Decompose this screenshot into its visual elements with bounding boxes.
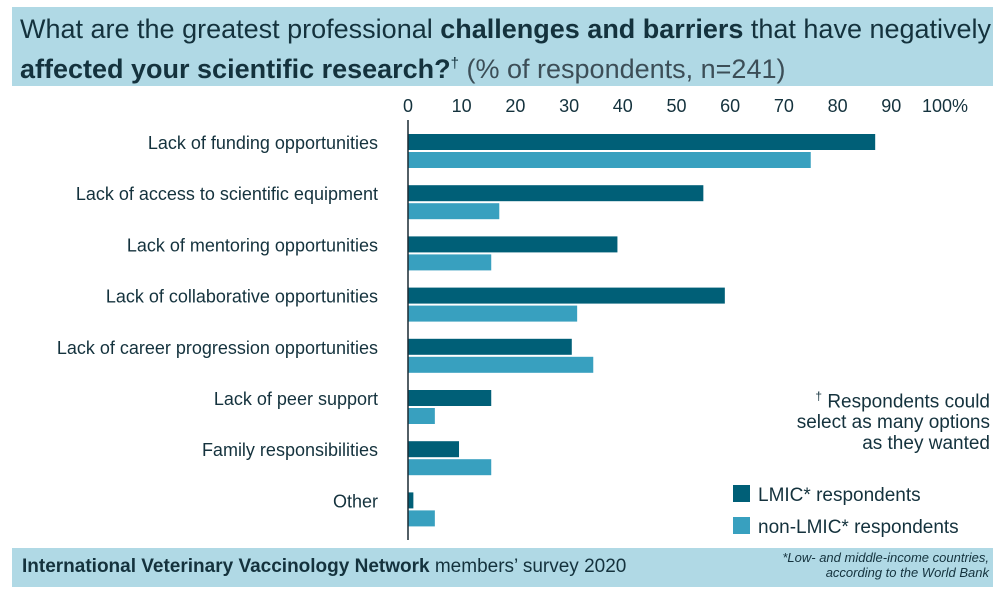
x-tick-label: 30 bbox=[559, 96, 579, 116]
bar-lmic bbox=[408, 492, 414, 509]
footer-survey: members’ survey 2020 bbox=[429, 556, 627, 577]
bar-non-lmic bbox=[408, 305, 578, 322]
footer-note-line-1: *Low- and middle-income countries, bbox=[782, 550, 989, 565]
bar-non-lmic bbox=[408, 408, 435, 424]
x-tick-label: 100% bbox=[922, 96, 968, 116]
legend-swatch-non-lmic bbox=[733, 517, 750, 534]
x-tick-label: 20 bbox=[505, 96, 525, 116]
x-tick-label: 0 bbox=[403, 96, 413, 116]
title-dagger: † bbox=[450, 55, 460, 72]
x-tick-label: 50 bbox=[666, 96, 686, 116]
title-text-pre: What are the greatest professional bbox=[20, 14, 441, 44]
x-tick-label: 60 bbox=[720, 96, 740, 116]
bar-non-lmic bbox=[408, 203, 500, 220]
x-tick-label: 80 bbox=[828, 96, 848, 116]
chart-title-line-2: affected your scientific research?† (% o… bbox=[20, 48, 785, 85]
chart-title-line-1: What are the greatest professional chall… bbox=[20, 13, 991, 45]
bar-lmic bbox=[408, 390, 492, 406]
x-tick-label: 90 bbox=[881, 96, 901, 116]
chart-subtitle: (% of respondents, n=241) bbox=[459, 54, 786, 84]
category-label: Lack of career progression opportunities bbox=[57, 338, 378, 358]
footer-band: International Veterinary Vaccinology Net… bbox=[12, 548, 993, 587]
bar-lmic bbox=[408, 338, 572, 355]
footnote: † Respondents could select as many optio… bbox=[740, 386, 990, 454]
x-tick-label: 10 bbox=[452, 96, 472, 116]
category-label: Other bbox=[333, 491, 378, 511]
x-tick-label: 70 bbox=[774, 96, 794, 116]
category-label: Lack of mentoring opportunities bbox=[127, 235, 378, 255]
legend-label-non-lmic: non-LMIC* respondents bbox=[758, 517, 959, 538]
title-text-bold: challenges and barriers bbox=[440, 14, 744, 44]
bar-lmic bbox=[408, 236, 618, 253]
legend-swatch-lmic bbox=[733, 485, 750, 502]
category-label: Family responsibilities bbox=[202, 440, 378, 460]
footnote-line-2: select as many options bbox=[796, 412, 990, 434]
footer-org: International Veterinary Vaccinology Net… bbox=[22, 556, 430, 577]
bar-lmic bbox=[408, 185, 704, 202]
bar-lmic bbox=[408, 287, 725, 304]
title-band: What are the greatest professional chall… bbox=[12, 7, 993, 86]
category-label: Lack of access to scientific equipment bbox=[76, 184, 378, 204]
footnote-line-3: as they wanted bbox=[862, 433, 990, 455]
bar-lmic bbox=[408, 134, 876, 150]
bar-non-lmic bbox=[408, 459, 492, 476]
category-label: Lack of peer support bbox=[214, 389, 378, 409]
footer-note-line-2: according to the World Bank bbox=[825, 565, 989, 580]
title-text-bold-2: affected your scientific research? bbox=[20, 54, 451, 84]
bar-non-lmic bbox=[408, 510, 435, 527]
bar-non-lmic bbox=[408, 152, 811, 168]
footnote-line-1: † Respondents could bbox=[740, 386, 990, 412]
bar-lmic bbox=[408, 441, 460, 458]
bar-non-lmic bbox=[408, 254, 492, 271]
title-text-post: that have negatively bbox=[743, 14, 992, 44]
footnote-dagger: † bbox=[815, 389, 823, 403]
legend-label-lmic: LMIC* respondents bbox=[758, 485, 921, 506]
bar-non-lmic bbox=[408, 356, 594, 373]
footer-source: International Veterinary Vaccinology Net… bbox=[22, 556, 626, 578]
footnote-text-1: Respondents could bbox=[822, 391, 990, 413]
x-tick-label: 40 bbox=[613, 96, 633, 116]
category-label: Lack of funding opportunities bbox=[148, 133, 378, 153]
category-label: Lack of collaborative opportunities bbox=[106, 287, 378, 307]
footer-note: *Low- and middle-income countries, accor… bbox=[782, 550, 989, 580]
